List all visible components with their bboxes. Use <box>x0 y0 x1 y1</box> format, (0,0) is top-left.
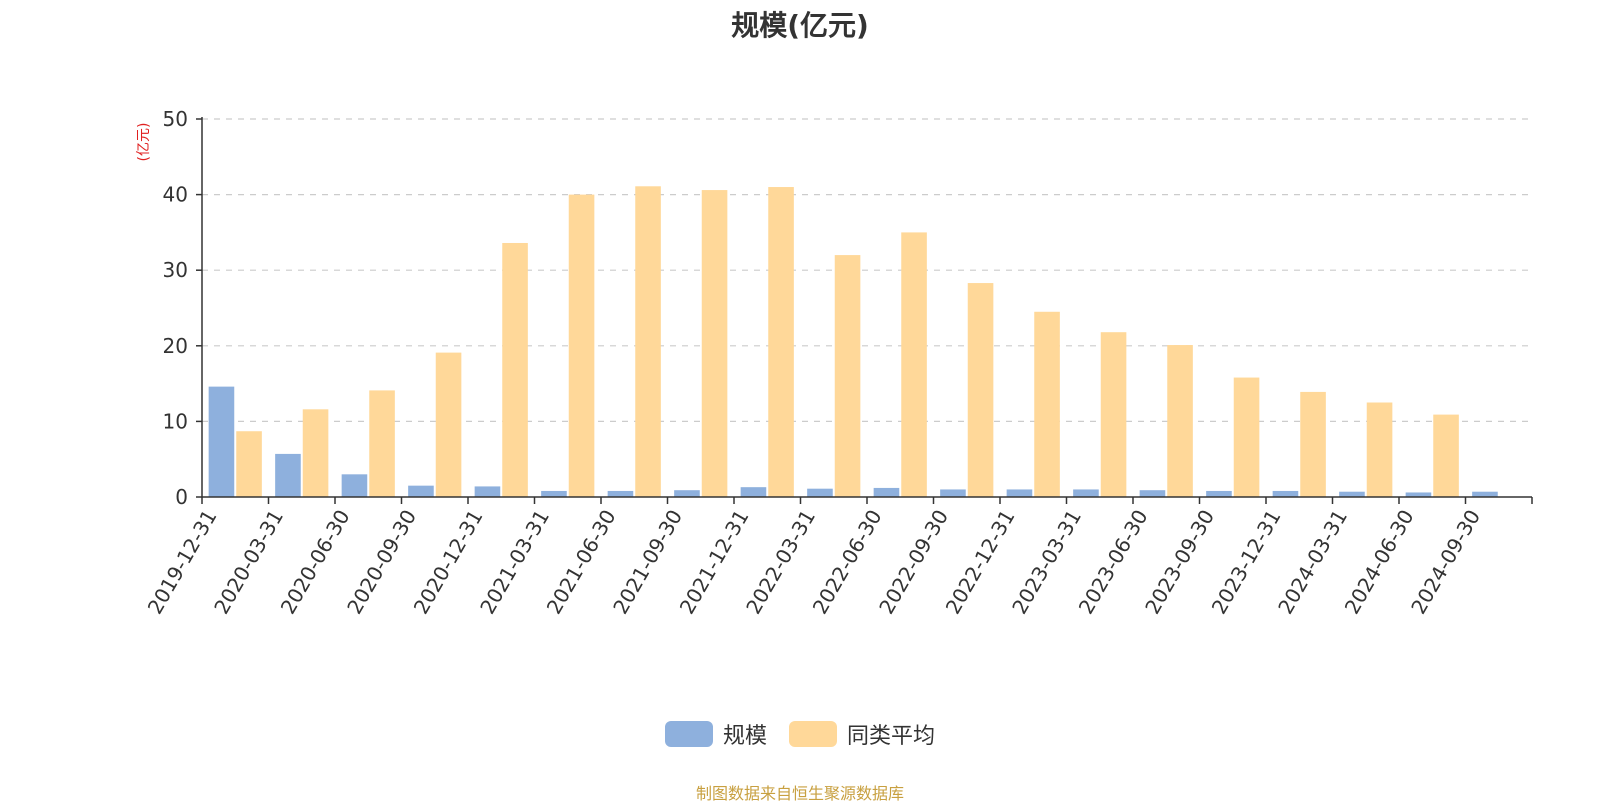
bar-scale <box>408 485 434 497</box>
legend-item[interactable]: 规模 <box>664 718 767 750</box>
x-tick-label: 2022-12-31 <box>941 506 1020 619</box>
x-tick-label: 2024-09-30 <box>1406 506 1485 619</box>
x-tick-label: 2020-06-30 <box>276 506 355 619</box>
bar-peer-average <box>1167 345 1193 497</box>
bar-peer-average <box>502 242 528 497</box>
bar-peer-average <box>901 232 927 497</box>
bar-scale <box>1139 490 1166 497</box>
x-tick-label: 2021-03-31 <box>475 506 554 619</box>
legend: 规模 同类平均 <box>0 718 1600 750</box>
bar-scale <box>1206 490 1232 497</box>
source-note: 制图数据来自恒生聚源数据库 <box>695 784 904 803</box>
x-tick-label: 2021-06-30 <box>542 506 621 619</box>
bar-peer-average <box>834 255 861 497</box>
bar-peer-average <box>236 431 262 497</box>
bar-peer-average <box>302 409 329 497</box>
x-tick-label: 2020-09-30 <box>342 506 421 619</box>
x-tick-label: 2020-12-31 <box>409 506 488 619</box>
y-tick-label: 50 <box>163 107 188 131</box>
bar-scale <box>1339 491 1365 497</box>
bar-peer-average <box>1366 402 1393 497</box>
x-tick-label: 2023-12-31 <box>1207 506 1286 619</box>
bar-scale <box>541 490 567 497</box>
x-tick-label: 2020-03-31 <box>209 506 288 619</box>
bar-peer-average <box>701 190 728 497</box>
y-axis-label: (亿元) <box>136 123 152 162</box>
bar-scale <box>1405 492 1432 497</box>
bar-scale <box>341 474 368 497</box>
legend-item[interactable]: 同类平均 <box>789 718 935 750</box>
x-tick-label: 2022-03-31 <box>741 506 820 619</box>
grid-lines <box>202 118 1532 422</box>
bar-scale <box>740 487 767 497</box>
bar-scale <box>275 453 301 497</box>
bar-scale <box>208 386 235 497</box>
x-tick-label: 2024-06-30 <box>1340 506 1419 619</box>
bar-peer-average <box>1233 377 1260 497</box>
x-tick-label: 2023-06-30 <box>1074 506 1153 619</box>
bar-peer-average <box>435 352 462 497</box>
bar-peer-average <box>967 283 994 497</box>
x-tick-label: 2023-09-30 <box>1140 506 1219 619</box>
bar-scale <box>674 490 700 497</box>
y-tick-label: 20 <box>163 334 188 358</box>
bar-scale <box>940 489 966 497</box>
x-tick-label: 2022-09-30 <box>874 506 953 619</box>
bar-peer-average <box>635 186 661 497</box>
bar-peer-average <box>1034 311 1060 497</box>
legend-swatch <box>664 721 713 747</box>
legend-label: 规模 <box>722 724 767 749</box>
legend-swatch <box>789 721 837 747</box>
bar-peer-average <box>1433 414 1459 497</box>
x-tick-label: 2021-12-31 <box>675 506 754 619</box>
x-tick-label: 2024-03-31 <box>1273 506 1352 619</box>
x-tick-label: 2023-03-31 <box>1007 506 1086 619</box>
legend-label: 同类平均 <box>847 724 936 749</box>
bar-scale <box>807 488 833 497</box>
bar-scale <box>607 490 634 497</box>
y-tick-label: 10 <box>163 409 188 433</box>
x-tick-label: 2021-09-30 <box>608 506 687 619</box>
bar-scale <box>474 486 501 497</box>
x-tick-label: 2019-12-31 <box>143 506 222 619</box>
bars <box>208 186 1498 498</box>
bar-peer-average <box>1100 332 1127 497</box>
x-tick-label: 2022-06-30 <box>808 506 887 619</box>
bar-peer-average <box>568 194 595 497</box>
bar-peer-average <box>768 187 794 498</box>
bar-scale <box>1472 491 1498 497</box>
bar-scale <box>1006 489 1033 497</box>
bar-scale <box>873 487 900 497</box>
bar-scale <box>1272 490 1299 497</box>
bar-peer-average <box>1300 391 1326 497</box>
y-tick-label: 30 <box>163 258 188 282</box>
y-tick-label: 0 <box>175 485 188 509</box>
bar-peer-average <box>369 390 395 497</box>
bar-scale <box>1073 489 1099 497</box>
chart-title: 规模(亿元) <box>731 9 869 42</box>
y-tick-label: 40 <box>163 183 188 207</box>
